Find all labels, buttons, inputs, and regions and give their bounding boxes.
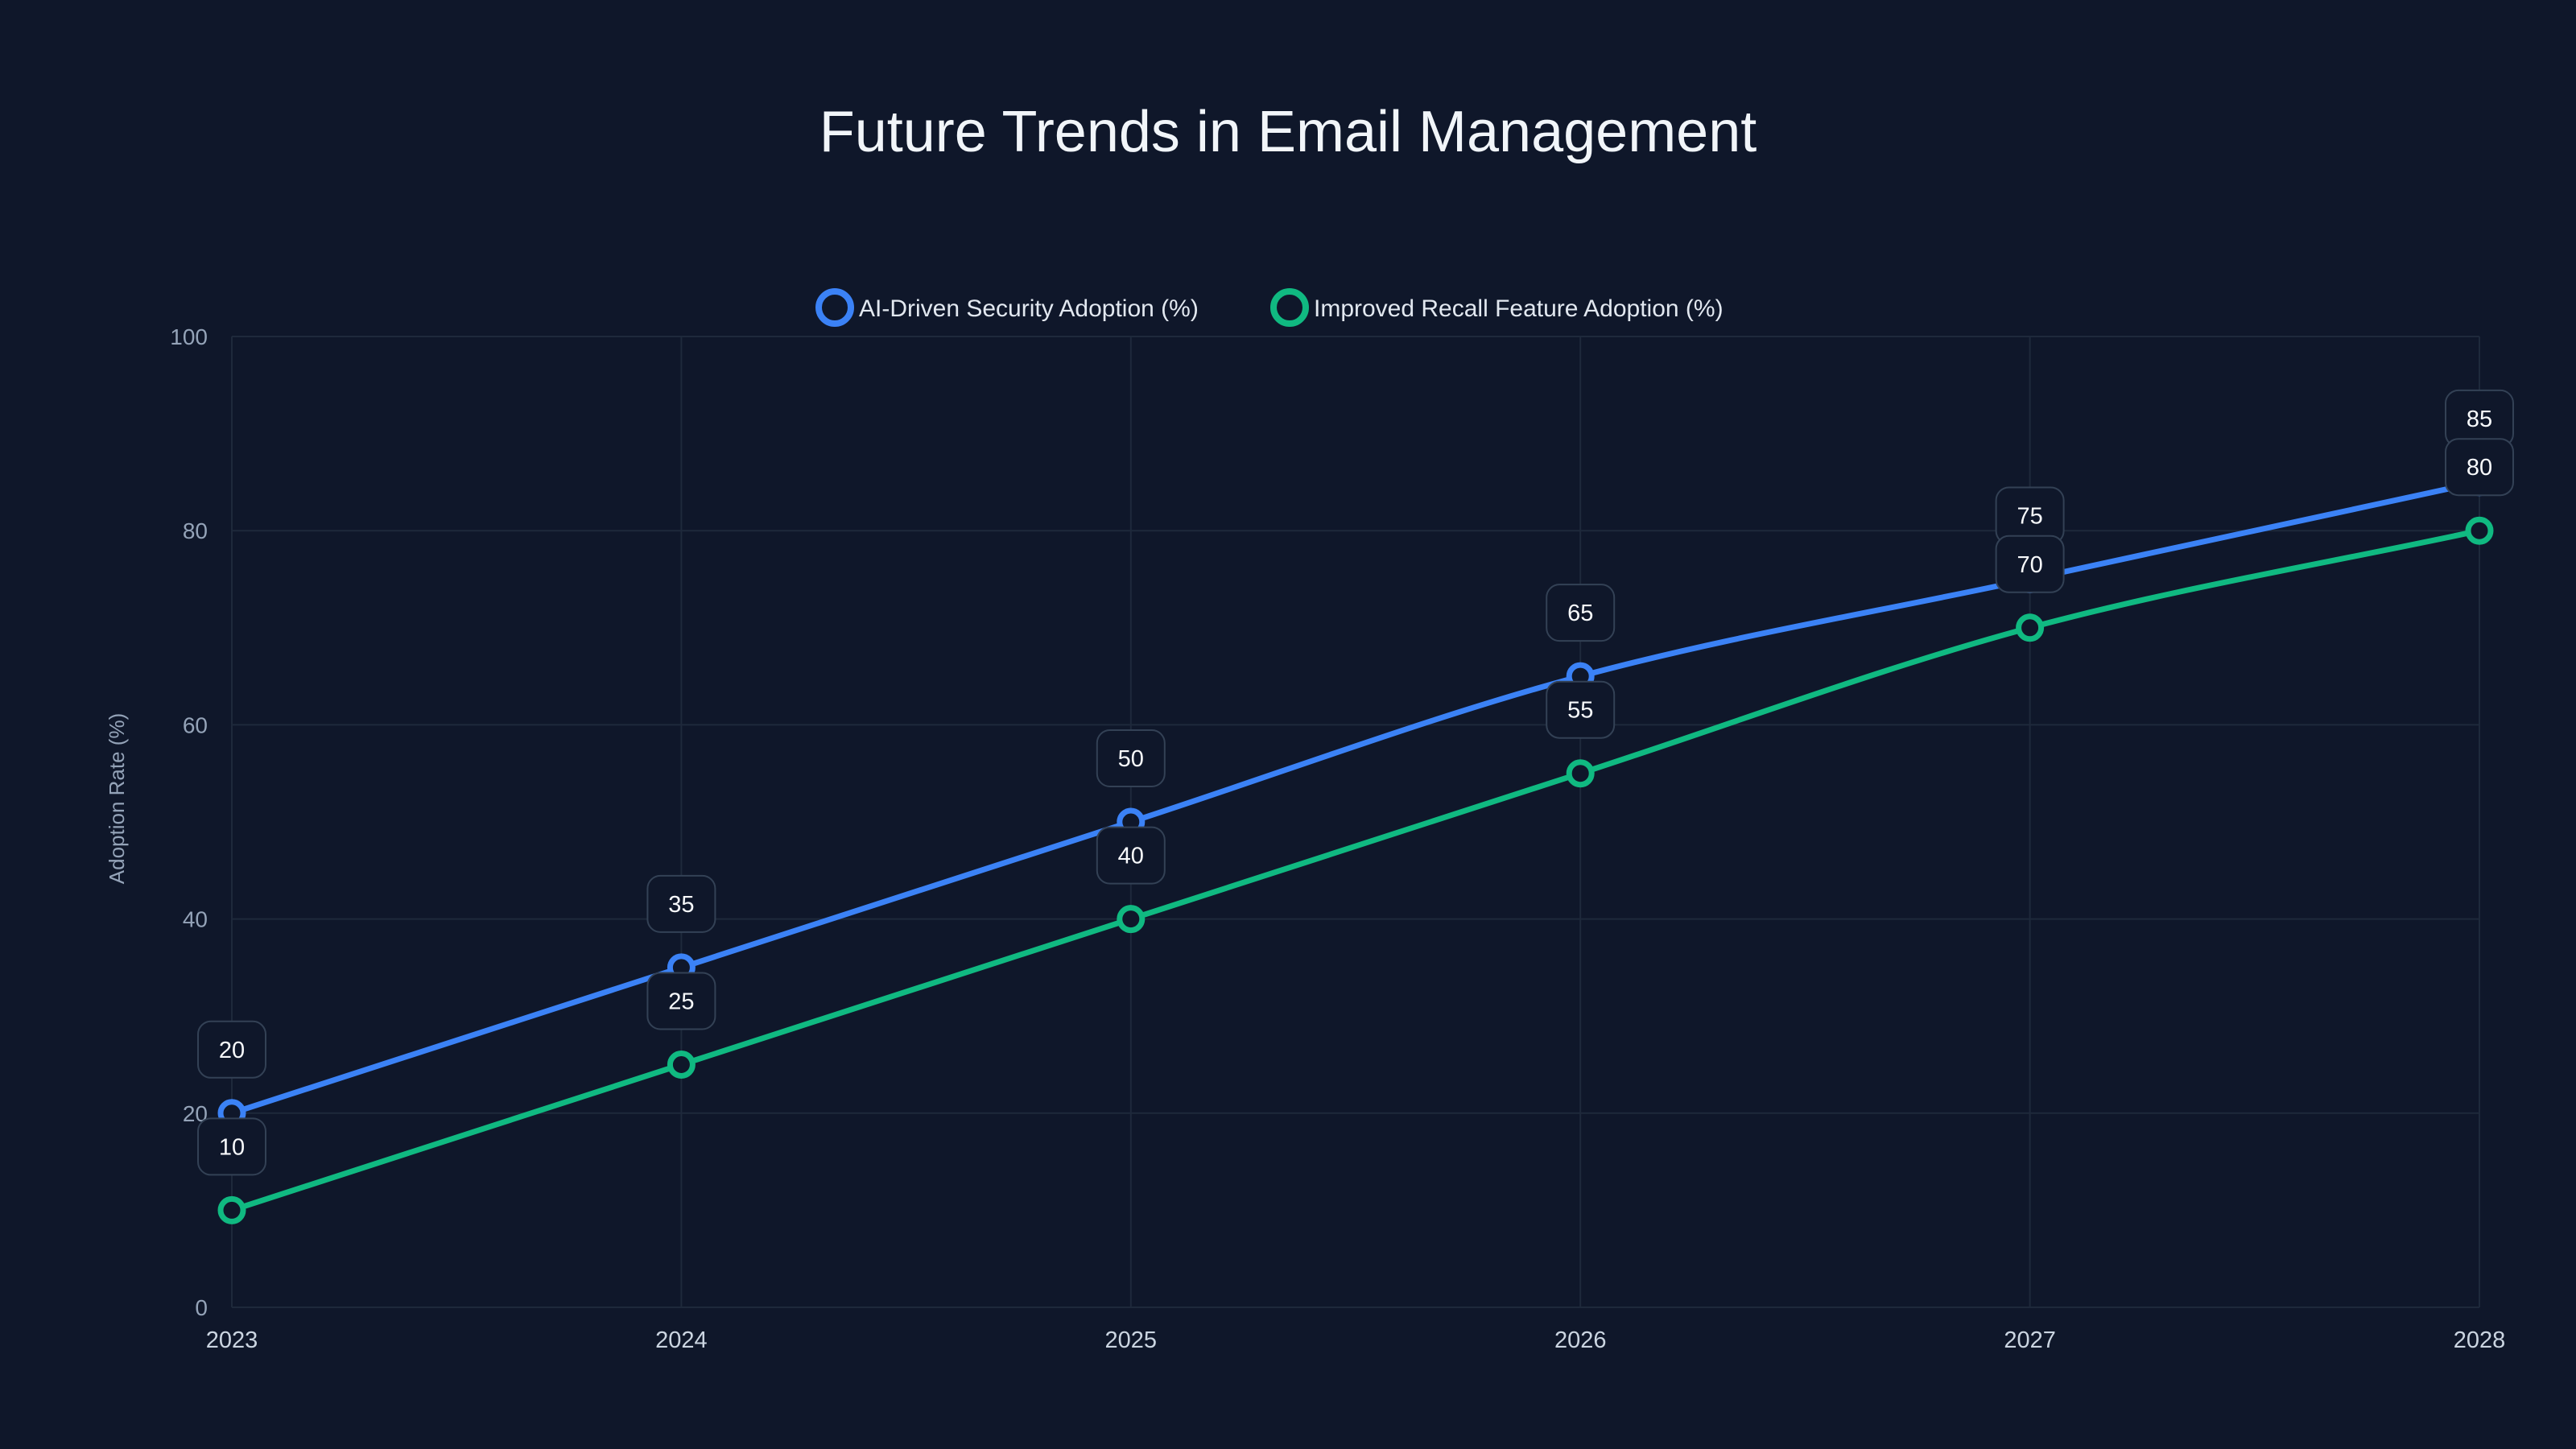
legend: AI-Driven Security Adoption (%) Improved …	[815, 288, 1724, 327]
series-group	[217, 468, 2494, 1224]
y-tick-label: 0	[195, 1295, 208, 1320]
data-label: 80	[2445, 438, 2514, 497]
data-label-text: 85	[2467, 407, 2492, 432]
data-label-box	[1546, 584, 1616, 642]
y-tick-label: 80	[183, 518, 208, 543]
data-label: 65	[1546, 584, 1616, 642]
y-tick-label: 100	[170, 324, 208, 349]
data-label: 50	[1096, 729, 1166, 787]
data-label-box	[1096, 826, 1166, 885]
data-label-text: 40	[1118, 844, 1144, 869]
data-label: 85	[2445, 389, 2514, 448]
chart-title: Future Trends in Email Management	[819, 100, 1757, 164]
data-label: 40	[1096, 826, 1166, 885]
y-tick-label: 40	[183, 907, 208, 932]
data-label-text: 55	[1567, 698, 1593, 724]
x-tick-label: 2026	[1554, 1327, 1607, 1353]
data-label-text: 65	[1567, 601, 1593, 626]
data-point	[2465, 516, 2494, 545]
data-labels: 20 35 50 65 75 85 10 25 40 55 70 80	[197, 389, 2514, 1176]
data-label-text: 50	[1118, 746, 1144, 772]
data-point	[667, 1051, 696, 1079]
data-label-box	[197, 1117, 266, 1176]
x-tick-label: 2024	[655, 1327, 708, 1353]
x-tick-label: 2027	[2004, 1327, 2056, 1353]
data-label-text: 10	[219, 1134, 245, 1160]
data-point	[1117, 905, 1146, 934]
data-label-box	[2445, 438, 2514, 497]
data-label: 55	[1546, 680, 1616, 739]
data-label: 75	[1995, 486, 2065, 545]
data-label-box	[1995, 535, 2065, 593]
series-line	[230, 479, 2480, 1117]
data-point	[1566, 759, 1595, 788]
data-label-text: 75	[2017, 504, 2042, 530]
x-axis: 2023 2024 2025 2026 2027 2028	[206, 1327, 2506, 1353]
data-label: 35	[646, 874, 716, 933]
data-label: 70	[1995, 535, 2065, 593]
x-tick-label: 2023	[206, 1327, 258, 1353]
data-point	[217, 1195, 246, 1224]
y-axis-label: Adoption Rate (%)	[105, 713, 129, 884]
series-line	[230, 527, 2480, 1213]
data-label: 20	[197, 1020, 266, 1079]
data-point	[2016, 613, 2045, 642]
data-label-box	[1546, 680, 1616, 739]
data-label-text: 25	[668, 989, 694, 1015]
data-label-box	[646, 874, 716, 933]
data-label-text: 70	[2017, 552, 2042, 578]
data-label-box	[197, 1020, 266, 1079]
data-label-text: 80	[2467, 455, 2492, 481]
legend-marker-icon	[1270, 288, 1309, 327]
grid	[231, 336, 2480, 1308]
legend-marker-icon	[815, 288, 854, 327]
data-label: 25	[646, 972, 716, 1030]
data-label: 10	[197, 1117, 266, 1176]
x-tick-label: 2025	[1105, 1327, 1158, 1353]
data-label-text: 35	[668, 892, 694, 918]
legend-label: Improved Recall Feature Adoption (%)	[1314, 295, 1724, 322]
x-tick-label: 2028	[2454, 1327, 2506, 1353]
y-tick-label: 60	[183, 712, 208, 737]
legend-label: AI-Driven Security Adoption (%)	[859, 295, 1199, 322]
data-label-box	[1096, 729, 1166, 787]
data-label-box	[646, 972, 716, 1030]
data-label-text: 20	[219, 1038, 245, 1063]
